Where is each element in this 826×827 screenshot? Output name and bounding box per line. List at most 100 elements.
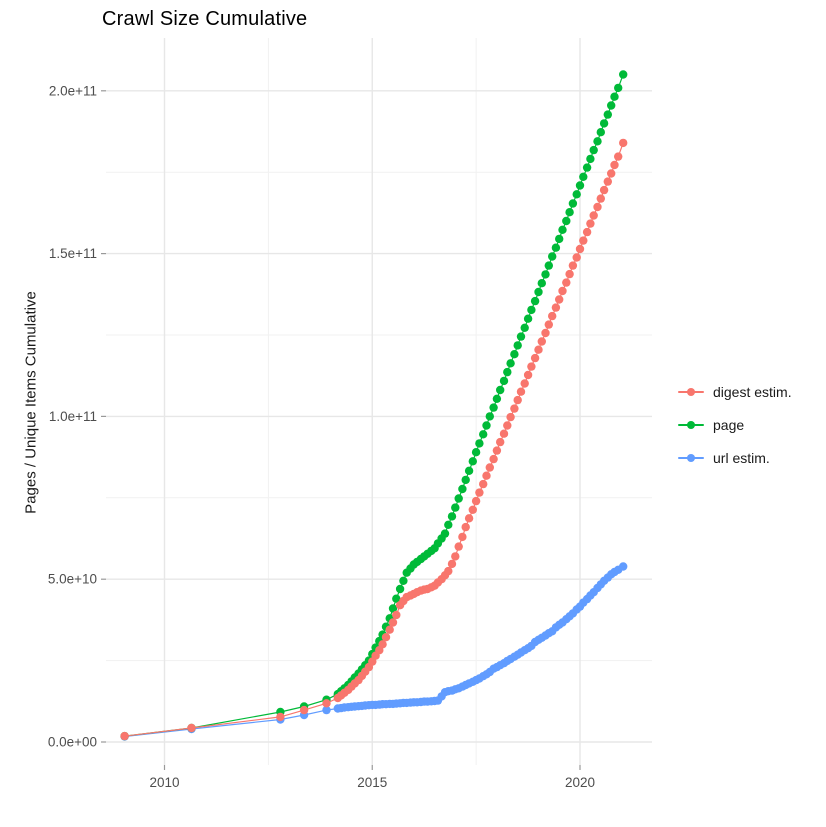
data-point-digest-estim: [596, 194, 605, 203]
data-point-digest-estim: [541, 328, 550, 338]
data-point-page: [596, 128, 605, 137]
data-point-url-estim: [322, 705, 331, 715]
data-point-digest-estim: [548, 311, 557, 321]
x-tick-label: 2020: [565, 775, 595, 790]
data-point-page: [544, 261, 553, 270]
data-point-page: [579, 172, 588, 181]
data-point-digest-estim: [464, 514, 474, 523]
data-point-digest-estim: [530, 353, 540, 363]
data-point-page: [444, 520, 453, 529]
y-tick-label: 5.0e+10: [48, 572, 97, 587]
data-point-digest-estim: [492, 446, 502, 455]
data-point-page: [610, 92, 619, 101]
data-point-page: [458, 484, 467, 494]
data-point-page: [516, 332, 526, 341]
data-point-digest-estim: [444, 566, 453, 576]
data-point-digest-estim: [582, 227, 592, 237]
y-tick-label: 1.0e+11: [49, 409, 97, 424]
x-tick-label: 2010: [149, 775, 179, 790]
data-point-page: [562, 216, 571, 226]
data-point-digest-estim: [575, 244, 585, 254]
data-point-digest-estim: [607, 169, 616, 178]
data-point-digest-estim: [579, 236, 588, 245]
data-point-page: [614, 83, 623, 93]
data-point-page: [537, 279, 546, 288]
data-point-digest-estim: [603, 177, 612, 186]
data-point-page: [510, 350, 519, 359]
legend-label: url estim.: [713, 449, 770, 466]
data-point-page: [575, 181, 585, 190]
data-point-page: [492, 394, 502, 403]
data-point-page: [619, 70, 628, 79]
data-point-digest-estim: [378, 640, 387, 649]
legend-label: page: [713, 416, 745, 433]
data-point-page: [551, 243, 561, 252]
legend-item-page: page: [678, 408, 792, 441]
data-point-digest-estim: [392, 610, 401, 620]
data-point-page: [555, 234, 564, 244]
data-point-digest-estim: [322, 699, 331, 708]
data-point-page: [572, 190, 581, 199]
chart-title: Crawl Size Cumulative: [102, 8, 308, 30]
data-point-page: [523, 314, 533, 323]
data-point-page: [489, 403, 498, 412]
data-point-digest-estim: [586, 219, 595, 228]
data-point-page: [603, 110, 612, 119]
legend-key-dot: [687, 453, 695, 462]
data-point-page: [485, 412, 494, 421]
data-point-digest-estim: [458, 532, 467, 542]
data-point-page: [548, 252, 557, 261]
data-point-digest-estim: [489, 454, 498, 464]
data-point-digest-estim: [485, 463, 494, 472]
legend-key-icon: [678, 418, 704, 432]
y-tick-label: 1.5e+11: [49, 246, 97, 261]
data-point-url-estim: [619, 562, 628, 571]
data-point-digest-estim: [506, 412, 515, 422]
data-point-digest-estim: [503, 421, 512, 430]
data-point-digest-estim: [593, 202, 602, 212]
data-point-page: [499, 376, 509, 386]
data-point-digest-estim: [551, 303, 561, 312]
data-point-digest-estim: [537, 337, 546, 346]
data-point-page: [593, 137, 602, 146]
data-point-page: [461, 475, 470, 485]
data-point-digest-estim: [619, 138, 628, 148]
data-point-digest-estim: [475, 488, 484, 497]
data-point-digest-estim: [513, 395, 522, 405]
data-point-page: [558, 225, 567, 234]
data-point-page: [479, 430, 488, 439]
data-point-page: [496, 385, 505, 395]
data-point-page: [475, 439, 484, 448]
y-tick-label: 0.0e+00: [48, 735, 97, 750]
data-point-digest-estim: [614, 152, 623, 161]
data-point-digest-estim: [544, 320, 553, 329]
y-axis-title: Pages / Unique Items Cumulative: [22, 291, 40, 514]
data-point-digest-estim: [381, 633, 391, 642]
y-tick-label: 2.0e+11: [49, 83, 97, 98]
data-point-page: [388, 604, 398, 613]
legend: digest estim. page url estim.: [678, 375, 792, 474]
data-point-digest-estim: [510, 404, 519, 413]
data-point-page: [599, 119, 609, 128]
legend-key-icon: [678, 385, 704, 399]
data-point-digest-estim: [562, 278, 571, 287]
legend-item-digest-estim: digest estim.: [678, 375, 792, 408]
data-point-digest-estim: [523, 370, 533, 380]
data-point-page: [395, 584, 405, 594]
data-point-digest-estim: [468, 505, 477, 514]
data-point-digest-estim: [496, 437, 505, 447]
data-point-page: [565, 208, 574, 217]
data-point-page: [582, 163, 592, 172]
data-point-digest-estim: [599, 185, 609, 195]
data-point-page: [464, 466, 474, 475]
data-point-page: [568, 199, 578, 208]
data-point-digest-estim: [187, 723, 196, 733]
legend-item-url-estim: url estim.: [678, 441, 792, 474]
data-point-digest-estim: [610, 160, 619, 170]
data-point-page: [447, 512, 457, 521]
data-point-digest-estim: [499, 429, 509, 438]
data-point-digest-estim: [447, 559, 457, 569]
x-tick-label: 2015: [357, 775, 387, 790]
